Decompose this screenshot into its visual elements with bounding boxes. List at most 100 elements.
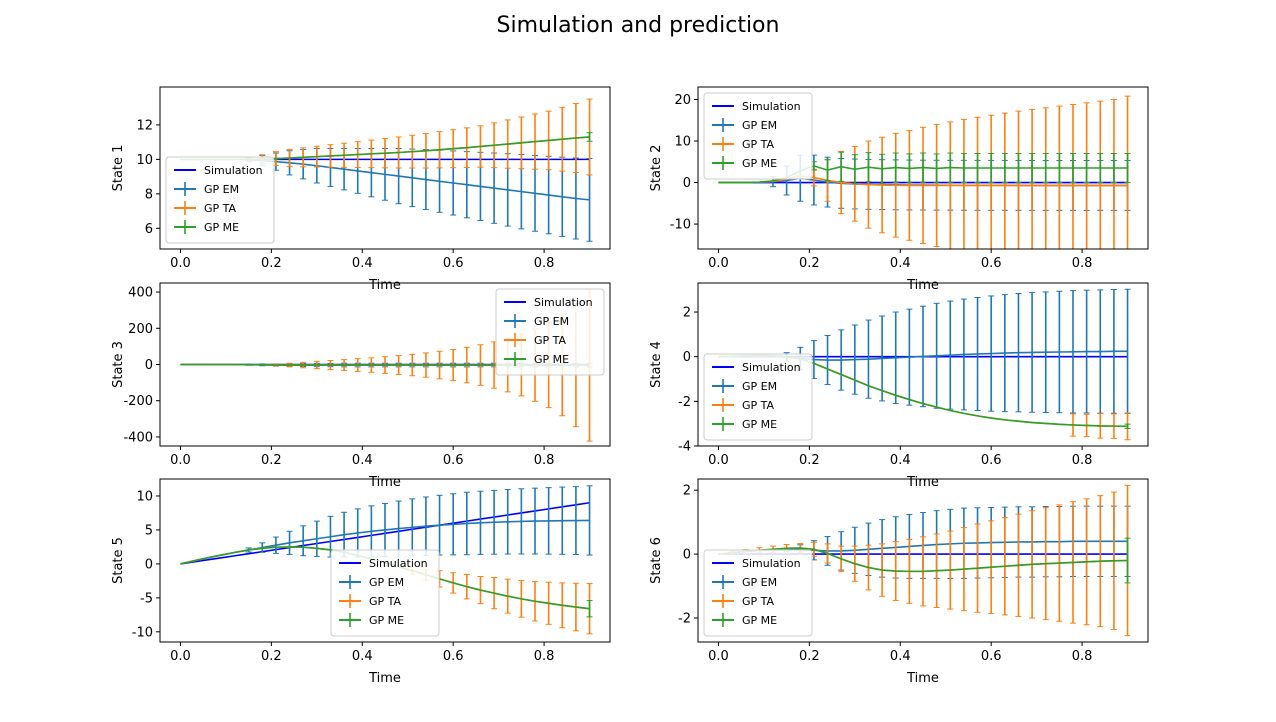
subplot-5: 0.0 0.2 0.4 0.6 0.8 -10 -5 0 5 10 Time State 5 Simul… [111,478,611,686]
y-tick-label: 0 [683,350,691,365]
y-tick-label: 12 [136,118,153,133]
legend: Simulation GP EM GP TA GP ME [495,288,605,376]
y-axis-label: State 5 [111,537,126,584]
legend-label: GP TA [534,334,567,347]
legend-label: Simulation [742,557,801,570]
x-tick-label: 0.0 [170,256,191,271]
y-axis-label: State 2 [649,145,664,192]
y-tick-label: 0 [145,358,153,373]
x-axis-label: Time [368,278,401,293]
x-tick-label: 0.6 [981,649,1002,664]
x-tick-label: 0.6 [443,256,464,271]
legend-label: Simulation [534,296,593,309]
legend-label: GP TA [369,595,402,608]
series-gp-em [718,288,1131,414]
y-tick-label: 8 [145,187,153,202]
subplot-2: 0.0 0.2 0.4 0.6 0.8 -10 0 10 20 Time State 2 Simula… [649,86,1149,293]
legend-label: GP EM [534,315,569,328]
y-tick-label: 10 [674,135,691,150]
x-axis-label: Time [906,671,939,686]
x-tick-label: 0.8 [534,649,555,664]
legend-label: GP ME [742,157,777,170]
legend-label: GP EM [742,576,777,589]
y-tick-label: 200 [128,322,153,337]
x-tick-label: 0.0 [708,649,729,664]
y-tick-label: 2 [683,306,691,321]
y-tick-label: -2 [678,395,691,410]
legend-label: GP TA [742,595,775,608]
legend-label: Simulation [742,100,801,113]
y-tick-label: 0 [683,548,691,563]
x-tick-label: 0.8 [1072,649,1093,664]
legend-label: GP ME [742,418,777,431]
x-tick-label: 0.0 [708,256,729,271]
x-tick-label: 0.4 [352,649,373,664]
legend-label: GP TA [204,202,237,215]
x-axis-label: Time [906,475,939,490]
legend: Simulation GP EM GP TA GP ME [330,549,440,637]
y-tick-label: -4 [678,440,691,455]
legend-label: GP TA [742,138,775,151]
legend-box [165,156,275,244]
legend-box [330,549,440,637]
x-tick-label: 0.8 [1072,453,1093,468]
legend: Simulation GP EM GP TA GP ME [703,549,813,637]
series-gp-me [718,537,1131,584]
y-tick-label: 10 [136,489,153,504]
y-tick-label: -5 [140,591,153,606]
x-tick-label: 0.8 [534,453,555,468]
legend-label: GP EM [742,119,777,132]
y-tick-label: -200 [123,394,153,409]
y-axis-label: State 4 [649,341,664,388]
y-axis-label: State 1 [111,145,126,192]
x-tick-label: 0.4 [890,256,911,271]
legend-label: GP ME [369,614,404,627]
x-tick-label: 0.2 [799,256,820,271]
legend-label: Simulation [742,361,801,374]
y-axis-label: State 6 [649,537,664,584]
x-tick-label: 0.6 [981,256,1002,271]
x-axis-label: Time [368,671,401,686]
x-axis-label: Time [368,475,401,490]
x-tick-label: 0.2 [261,649,282,664]
x-tick-label: 0.2 [799,453,820,468]
y-tick-label: -10 [132,625,153,640]
x-tick-label: 0.6 [981,453,1002,468]
y-tick-label: 5 [145,523,153,538]
x-tick-label: 0.8 [534,256,555,271]
x-tick-label: 0.2 [261,256,282,271]
x-tick-label: 0.4 [890,453,911,468]
legend-label: GP ME [742,614,777,627]
axes-frame [697,478,1149,643]
legend-label: Simulation [204,164,263,177]
legend-label: GP ME [534,353,569,366]
axes-frame [697,86,1149,250]
x-tick-label: 0.4 [352,256,373,271]
y-tick-label: 2 [683,484,691,499]
legend: Simulation GP EM GP TA GP ME [703,92,813,180]
legend-box [703,353,813,441]
legend: Simulation GP EM GP TA GP ME [165,156,275,244]
y-tick-label: 0 [683,176,691,191]
subplot-grid: 0.0 0.2 0.4 0.6 0.8 6 8 10 12 Time State 1 Simulati… [111,86,1149,686]
legend: Simulation GP EM GP TA GP ME [703,353,813,441]
y-tick-label: 6 [145,222,153,237]
series-gp-em [180,485,593,565]
y-tick-label: -2 [678,612,691,627]
legend-box [703,549,813,637]
axes-frame [159,478,611,643]
x-tick-label: 0.6 [443,453,464,468]
x-tick-label: 0.2 [799,649,820,664]
x-tick-label: 0.0 [170,649,191,664]
x-tick-label: 0.2 [261,453,282,468]
legend-label: Simulation [369,557,428,570]
x-tick-label: 0.0 [708,453,729,468]
subplot-3: 0.0 0.2 0.4 0.6 0.8 -400 -200 0 200 400 Time State … [111,282,611,490]
x-tick-label: 0.4 [890,649,911,664]
plot-area [180,485,593,635]
axes-frame [697,282,1149,447]
legend-label: GP EM [204,183,239,196]
legend-box [495,288,605,376]
